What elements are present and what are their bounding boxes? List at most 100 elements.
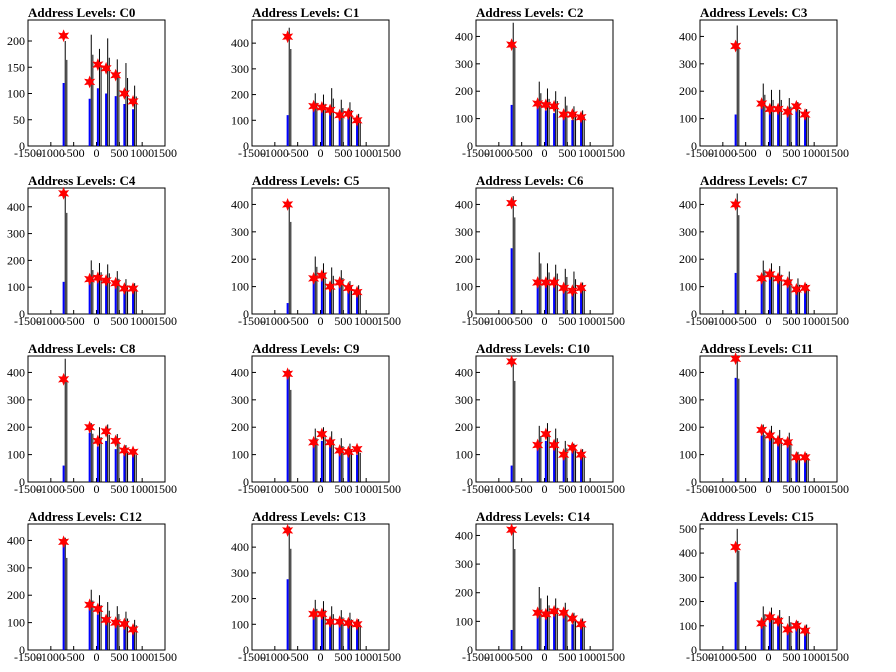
star-marker [282,198,294,211]
star-marker [84,598,96,612]
x-tick-label: 0 [766,146,772,160]
y-tick-label: 200 [7,34,25,48]
axes-frame [251,355,390,483]
chart-title: Address Levels: C11 [700,341,814,356]
star-marker [324,280,336,294]
chart-panel: Address Levels: C10 0 100 200 300 400 -1500 -10… [448,336,672,504]
star-marker [558,606,570,620]
star-marker [334,444,346,457]
x-tick-label: 500 [110,650,128,664]
y-tick-label: 400 [7,365,25,379]
x-tick-label: 1500 [377,482,401,496]
x-tick-label: 0 [542,482,548,496]
star-marker [58,186,70,200]
axes-frame [699,187,838,315]
y-tick-label: 400 [231,540,249,554]
star-marker [84,75,96,89]
y-tick-label: 100 [7,616,25,630]
axes-frame [699,19,838,147]
x-tick-label: -500 [511,482,533,496]
x-tick-label: 500 [334,314,352,328]
y-tick-label: 100 [455,448,473,462]
chart-title: Address Levels: C3 [700,5,808,20]
y-tick-label: 50 [13,113,25,127]
star-marker [540,427,552,441]
y-tick-label: 300 [455,393,473,407]
x-tick-label: -1000 [485,650,513,664]
x-tick-label: -500 [511,314,533,328]
y-tick-label: 200 [7,588,25,602]
x-tick-label: 1000 [130,314,154,328]
star-marker [308,435,320,449]
y-tick-label: 100 [231,280,249,294]
y-tick-label: 0 [467,307,473,321]
x-tick-label: 0 [542,650,548,664]
x-tick-label: 1000 [130,146,154,160]
x-tick-label: 500 [110,482,128,496]
x-tick-label: -1500 [14,314,42,328]
star-marker [316,101,328,114]
x-tick-label: 500 [782,650,800,664]
x-tick-label: -1500 [462,314,490,328]
y-tick-label: 300 [455,557,473,571]
x-tick-label: 1500 [825,482,849,496]
star-marker [84,420,96,434]
star-marker [334,615,346,629]
chart-panel: Address Levels: C2 0 100 200 300 400 -1500 -100… [448,0,672,168]
star-marker [506,355,518,368]
x-tick-label: 0 [94,482,100,496]
star-marker [342,107,354,121]
star-marker [799,108,811,121]
x-tick-label: 1000 [578,314,602,328]
x-tick-label: -500 [63,650,85,664]
star-marker [558,281,570,295]
x-tick-label: 0 [766,314,772,328]
x-tick-label: -1000 [709,650,737,664]
axes-frame [251,19,390,147]
axes-frame [475,19,614,147]
y-tick-label: 400 [7,533,25,547]
star-marker [118,444,130,457]
y-tick-label: 0 [467,139,473,153]
y-tick-label: 300 [7,227,25,241]
x-tick-label: 0 [766,482,772,496]
chart-panel: Address Levels: C4 0 100 200 300 400 -1500 -100… [0,168,224,336]
chart-panel: Address Levels: C5 0 100 200 300 400 -1500 -100… [224,168,448,336]
y-tick-label: 200 [455,586,473,600]
star-marker [100,613,112,627]
y-tick-label: 400 [679,546,697,560]
x-tick-label: 0 [318,314,324,328]
star-marker [316,427,328,441]
star-marker [100,61,112,75]
star-marker [756,423,768,437]
star-marker [110,616,122,630]
chart-title: Address Levels: C7 [700,173,808,188]
star-marker [782,622,794,636]
star-marker [532,438,544,452]
x-tick-label: 1500 [825,314,849,328]
star-marker [566,441,578,455]
star-marker [58,372,70,386]
chart-title: Address Levels: C14 [476,509,590,524]
y-tick-label: 0 [19,643,25,657]
axes-frame [251,523,390,651]
y-tick-label: 0 [691,475,697,489]
star-marker [548,99,560,113]
x-tick-label: 0 [542,314,548,328]
y-tick-label: 100 [231,617,249,631]
y-tick-label: 0 [691,139,697,153]
y-tick-label: 100 [7,87,25,101]
star-marker [127,623,139,636]
chart-title: Address Levels: C13 [252,509,366,524]
star-marker [772,434,784,448]
x-tick-label: -500 [287,146,309,160]
x-tick-label: -500 [511,650,533,664]
y-tick-label: 300 [679,570,697,584]
star-marker [548,438,560,452]
